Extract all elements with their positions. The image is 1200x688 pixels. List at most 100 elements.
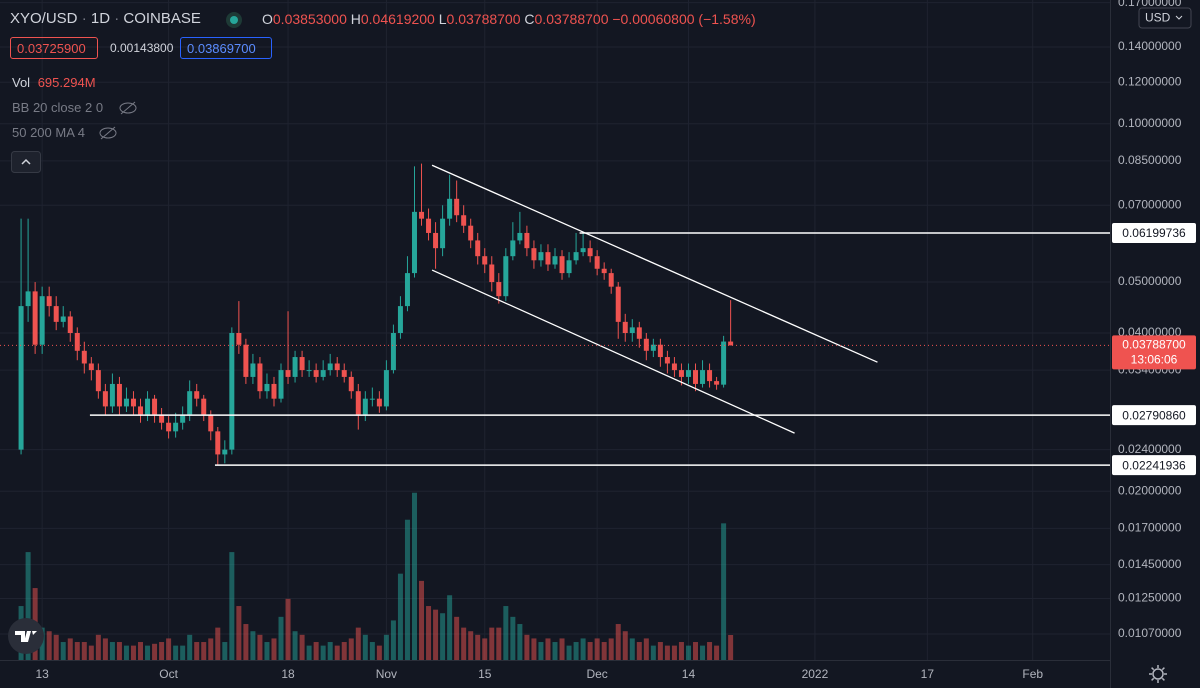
volume-bar [102, 638, 108, 660]
symbol[interactable]: XYO/USD [10, 10, 78, 27]
candle-body [700, 370, 706, 384]
y-tick-label: 0.14000000 [1118, 39, 1182, 53]
candle-body [180, 414, 186, 423]
volume-bar [700, 645, 706, 660]
volume-bar [397, 573, 403, 660]
candle-body [714, 381, 720, 385]
volume-bar [552, 642, 558, 660]
interval[interactable]: 1D [90, 10, 111, 27]
volume-bar [130, 645, 136, 660]
gear-teeth [1149, 665, 1167, 683]
volume-bar [447, 595, 453, 660]
candle-body [503, 256, 509, 297]
y-tick-label: 0.01450000 [1118, 557, 1182, 571]
volume-bar [545, 638, 551, 660]
volume-bar [482, 638, 488, 660]
volume-bar [67, 638, 73, 660]
ohlc-key: O [262, 11, 273, 27]
candle-body [636, 327, 642, 339]
candle-body [109, 383, 115, 407]
y-tick-label: 0.01070000 [1118, 626, 1182, 640]
volume-bar [559, 638, 565, 660]
x-tick-label: Nov [376, 667, 397, 681]
trend-line [431, 164, 878, 363]
volume-bar [685, 645, 691, 660]
volume-bar [671, 645, 677, 660]
candle-body [440, 218, 446, 249]
volume-bar [236, 606, 242, 660]
volume-bar [468, 631, 474, 660]
volume-bar [60, 642, 66, 660]
candle-body [278, 370, 284, 399]
volume-bar [306, 645, 312, 660]
currency-frame [1138, 7, 1192, 29]
candle-body [292, 357, 298, 377]
indicator-legend[interactable]: BB 20 close 2 0 [12, 100, 104, 115]
trend-line [431, 269, 795, 434]
candle-body [25, 291, 31, 307]
candle-body [194, 391, 200, 399]
y-tick-label: 0.17000000 [1118, 0, 1182, 9]
candle-body [46, 296, 52, 307]
candle-body [166, 422, 172, 432]
volume-bar [215, 627, 221, 660]
volume-bar [116, 642, 122, 660]
candle-body [601, 268, 607, 274]
level-tag-label: 0.02241936 [1122, 458, 1186, 472]
hidden-icon[interactable] [117, 100, 139, 116]
eye-slash [100, 126, 116, 140]
indicator-legend[interactable]: 50 200 MA 4 [12, 125, 85, 140]
y-tick-label: 0.01700000 [1118, 521, 1182, 535]
candle-body [552, 256, 558, 265]
volume-bar [657, 642, 663, 660]
candle-body [88, 363, 94, 371]
ohlc-value: 0.03853000 [272, 11, 347, 27]
ohlc-value: 0.03788700 [534, 11, 609, 27]
volume-bar [250, 631, 256, 660]
candle-body [404, 273, 410, 307]
candle-body [327, 363, 333, 371]
candle-body [53, 306, 59, 322]
candle-body [138, 406, 144, 415]
candle-body [201, 398, 207, 415]
buy-button[interactable]: 0.03869700 [180, 37, 272, 59]
candle-body [657, 344, 663, 358]
volume-bar [601, 642, 607, 660]
candle-body [152, 398, 158, 415]
candle-body [95, 370, 101, 392]
volume-bar [650, 645, 656, 660]
settings-button[interactable] [1146, 662, 1170, 686]
candle-body [320, 370, 326, 377]
candle-body [629, 327, 635, 333]
volume-bar [376, 645, 382, 660]
volume-bar [320, 645, 326, 660]
countdown: 13:06:06 [1131, 353, 1178, 367]
candle-body [531, 248, 537, 261]
logo[interactable] [6, 616, 46, 656]
market-status[interactable] [224, 10, 244, 30]
ohlc-key: L [438, 11, 447, 27]
ohlc-key: H [350, 11, 361, 27]
level-tag [1112, 455, 1196, 476]
candle-body [390, 332, 396, 371]
sell-button[interactable]: 0.03725900 [10, 37, 98, 59]
current-price-label: 0.03788700 [1122, 338, 1186, 352]
candle-body [159, 414, 165, 423]
time-axis [0, 660, 1110, 688]
logo-mark [15, 631, 37, 642]
candle-body [643, 338, 649, 351]
collapse-button[interactable] [11, 151, 41, 173]
volume-bar [721, 523, 727, 660]
currency-selector[interactable]: USD [1138, 7, 1192, 29]
hidden-icon[interactable] [97, 125, 119, 141]
candle-body [257, 363, 263, 392]
candle-body [243, 344, 249, 377]
volume-bar [173, 645, 179, 660]
volume-bar [123, 645, 129, 660]
candle-body [580, 248, 586, 253]
candle-body [510, 240, 516, 257]
candle-body [419, 211, 425, 219]
candle-body [489, 264, 495, 283]
volume-bar [271, 638, 277, 660]
volume-bar [728, 634, 734, 660]
